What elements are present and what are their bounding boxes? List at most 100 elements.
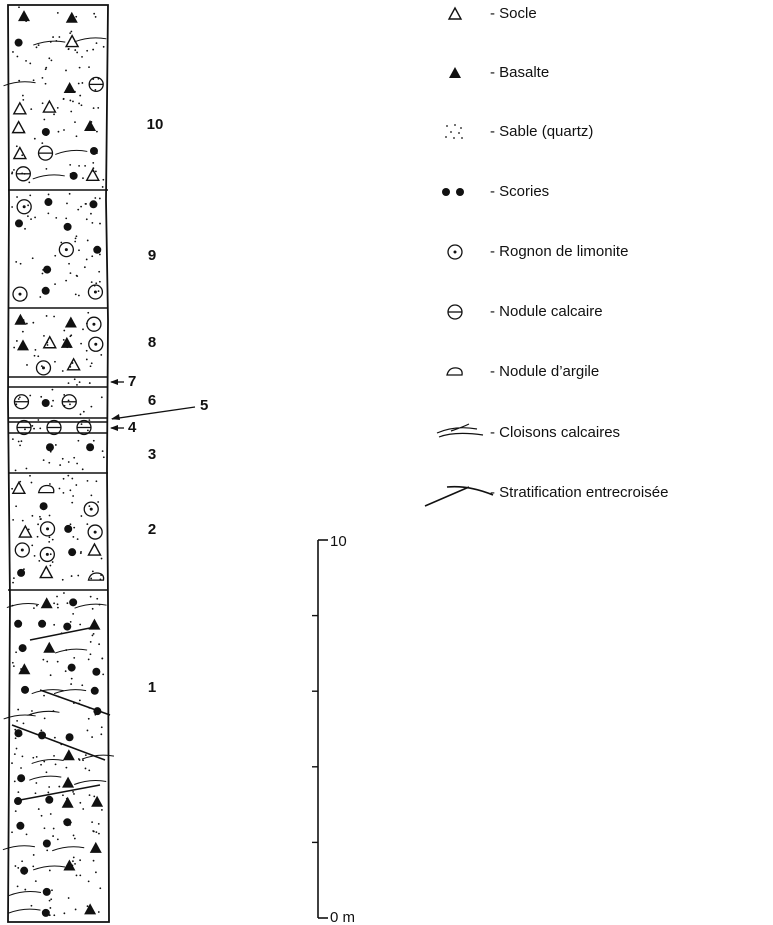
sable-symbol (91, 222, 93, 224)
sable-symbol (87, 312, 89, 314)
sable-symbol (52, 539, 54, 541)
sable-symbol (74, 121, 76, 123)
sable-symbol (46, 168, 48, 170)
scorie-symbol (93, 246, 101, 254)
sable-symbol (82, 808, 84, 810)
sable-symbol (29, 475, 31, 477)
cloison-symbol (74, 38, 106, 42)
sable-symbol (40, 396, 42, 398)
sable-symbol (72, 860, 74, 862)
sable-symbol (94, 197, 96, 199)
sable-symbol (86, 359, 88, 361)
socle-symbol (13, 122, 25, 133)
sable-symbol (75, 484, 77, 486)
stratigraphic-column: 10987654321- Socle- Basalte- Sable (quar… (0, 0, 773, 925)
sable-symbol (62, 458, 64, 460)
sable-symbol (453, 137, 455, 139)
sable-symbol (83, 411, 85, 413)
sable-symbol (31, 710, 33, 712)
cloison-symbol (33, 866, 65, 870)
cross-bedding (12, 725, 105, 760)
sable-symbol (15, 810, 17, 812)
sable-symbol (53, 828, 55, 830)
sable-symbol (93, 633, 95, 635)
sable-symbol (68, 400, 70, 402)
sable-symbol (12, 438, 14, 440)
sable-symbol (21, 154, 23, 156)
basalte-symbol (18, 10, 30, 21)
sable-symbol (93, 13, 95, 15)
sable-symbol (69, 193, 71, 195)
limonite-center (94, 343, 97, 346)
sable-symbol (36, 756, 38, 758)
sable-symbol (43, 761, 45, 763)
sable-symbol (81, 684, 83, 686)
basalte-symbol (65, 316, 77, 327)
sable-symbol (93, 440, 95, 442)
sable-symbol (52, 400, 54, 402)
sable-symbol (69, 164, 71, 166)
sable-symbol (78, 295, 80, 297)
sable-symbol (52, 389, 54, 391)
sable-symbol (461, 137, 463, 139)
sable-symbol (54, 255, 56, 257)
sable-symbol (70, 621, 72, 623)
sable-symbol (62, 370, 64, 372)
sable-symbol (57, 838, 59, 840)
sable-symbol (53, 316, 55, 318)
sable-symbol (32, 757, 34, 759)
scorie-symbol (38, 620, 46, 628)
sable-symbol (45, 83, 47, 85)
sable-symbol (80, 413, 82, 415)
sable-symbol (102, 179, 104, 181)
sable-symbol (87, 429, 89, 431)
sable-symbol (36, 46, 38, 48)
sable-symbol (69, 100, 71, 102)
sable-symbol (39, 518, 41, 520)
sable-symbol (80, 515, 82, 517)
sable-symbol (82, 759, 84, 761)
sable-symbol (17, 709, 19, 711)
basalte-symbol (61, 337, 73, 348)
sable-symbol (71, 678, 73, 680)
sable-symbol (101, 657, 103, 659)
layer-label: 2 (148, 521, 156, 538)
scorie-symbol (64, 525, 72, 533)
sable-symbol (90, 406, 92, 408)
sable-symbol (43, 459, 45, 461)
sable-symbol (39, 296, 41, 298)
sable-symbol (87, 730, 89, 732)
sable-symbol (27, 215, 29, 217)
sable-symbol (34, 138, 36, 140)
sable-symbol (14, 753, 16, 755)
sable-symbol (90, 653, 92, 655)
sable-symbol (29, 194, 31, 196)
sable-symbol (37, 536, 39, 538)
sable-symbol (72, 101, 74, 103)
sable-symbol (69, 403, 71, 405)
sable-symbol (73, 527, 75, 529)
arrowhead (111, 414, 120, 420)
sable-symbol (19, 396, 21, 398)
sable-symbol (63, 98, 65, 100)
sable-symbol (78, 83, 80, 85)
sable-symbol (97, 501, 99, 503)
scorie-symbol (42, 287, 50, 295)
sable-symbol (16, 340, 18, 342)
sable-symbol (101, 558, 103, 560)
sable-symbol (24, 889, 26, 891)
scorie-symbol (21, 686, 29, 694)
sable-symbol (41, 815, 43, 817)
sable-symbol (445, 136, 447, 138)
sable-symbol (72, 495, 74, 497)
scorie-symbol (92, 668, 100, 676)
sable-symbol (79, 874, 81, 876)
sable-symbol (88, 505, 90, 507)
sable-symbol (103, 456, 105, 458)
layer-label: 5 (200, 397, 208, 414)
sable-symbol (32, 257, 34, 259)
scorie-symbol (70, 172, 78, 180)
sable-symbol (74, 49, 76, 51)
sable-symbol (88, 66, 90, 68)
